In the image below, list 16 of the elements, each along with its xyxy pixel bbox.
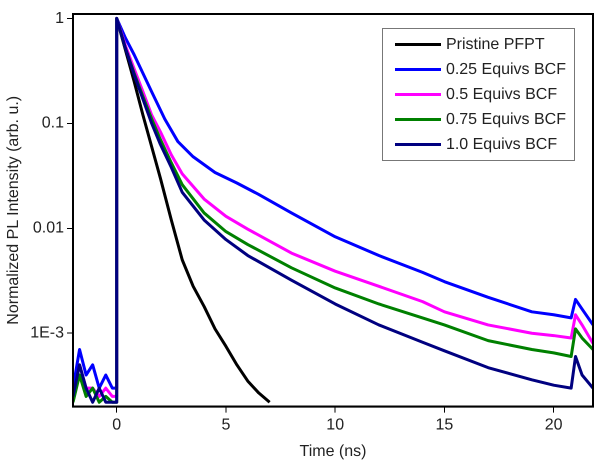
x-tick-label: 15 [436, 416, 454, 434]
y-tick-label: 0.01 [32, 220, 64, 237]
x-tick-label: 5 [221, 416, 230, 434]
y-axis-title: Normalized PL Intensity (arb. u.) [5, 96, 22, 325]
y-tick-label: 1E-3 [30, 324, 64, 342]
y-tick-label: 1 [55, 10, 64, 27]
legend-label: 0.25 Equivs BCF [446, 60, 566, 78]
legend-label: Pristine PFPT [446, 36, 545, 54]
x-tick-label: 0 [112, 416, 122, 434]
legend-label: 0.75 Equivs BCF [446, 110, 566, 128]
legend-label: 1.0 Equivs BCF [446, 136, 558, 154]
x-tick-label: 10 [326, 416, 344, 434]
x-axis-title: Time (ns) [300, 442, 366, 460]
x-tick-label: 20 [544, 416, 563, 434]
y-tick-label: 0.1 [42, 114, 64, 132]
legend-label: 0.5 Equivs BCF [446, 86, 558, 104]
